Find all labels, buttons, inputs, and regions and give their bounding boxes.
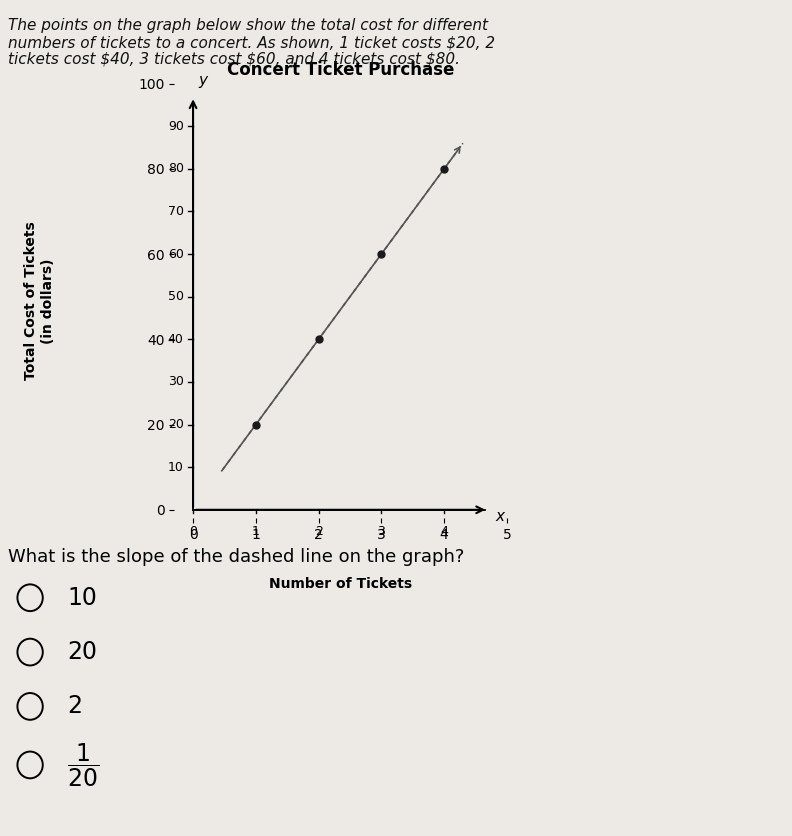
Text: 60: 60 [168, 247, 184, 261]
Text: 2: 2 [314, 525, 322, 538]
Text: 90: 90 [168, 120, 184, 133]
Text: y: y [198, 73, 207, 88]
Text: 1: 1 [252, 525, 260, 538]
Text: 2: 2 [67, 695, 82, 718]
Text: The points on the graph below show the total cost for different: The points on the graph below show the t… [8, 18, 488, 33]
Text: $\dfrac{1}{20}$: $\dfrac{1}{20}$ [67, 742, 99, 788]
Text: Total Cost of Tickets
(in dollars): Total Cost of Tickets (in dollars) [25, 222, 55, 380]
Text: 0: 0 [189, 525, 197, 538]
Text: 10: 10 [67, 586, 97, 609]
Text: 10: 10 [168, 461, 184, 474]
Text: 20: 20 [67, 640, 97, 664]
Text: What is the slope of the dashed line on the graph?: What is the slope of the dashed line on … [8, 548, 464, 566]
Text: 80: 80 [168, 162, 184, 176]
Title: Concert Ticket Purchase: Concert Ticket Purchase [227, 61, 455, 79]
Text: Number of Tickets: Number of Tickets [269, 577, 412, 591]
Text: 40: 40 [168, 333, 184, 346]
Text: 4: 4 [440, 525, 448, 538]
Text: numbers of tickets to a concert. As shown, 1 ticket costs $20, 2: numbers of tickets to a concert. As show… [8, 35, 495, 50]
Text: 3: 3 [378, 525, 385, 538]
Text: tickets cost $40, 3 tickets cost $60, and 4 tickets cost $80.: tickets cost $40, 3 tickets cost $60, an… [8, 52, 460, 67]
Text: 70: 70 [168, 205, 184, 218]
Text: 30: 30 [168, 375, 184, 389]
Text: 20: 20 [168, 418, 184, 431]
Text: x: x [496, 508, 505, 523]
Text: 50: 50 [168, 290, 184, 303]
